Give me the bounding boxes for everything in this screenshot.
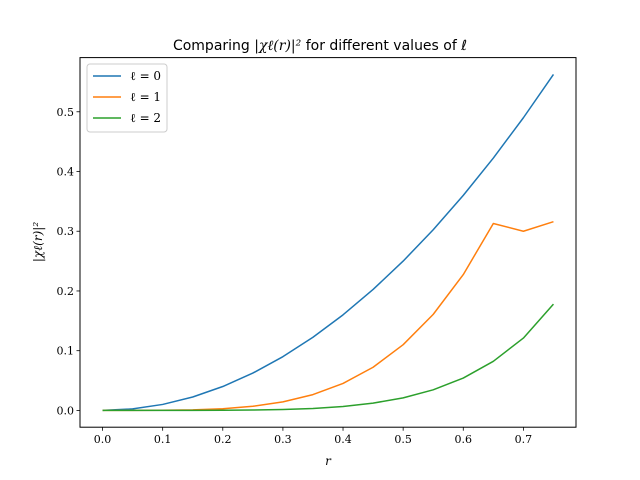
y-tick-label: 0.4 xyxy=(57,166,75,179)
x-axis: 0.0 0.1 0.2 0.3 0.4 0.5 0.6 0.7 xyxy=(94,427,532,446)
x-tick-label: 0.4 xyxy=(334,433,352,446)
chart-title: Comparing |χℓ(r)|² for different values … xyxy=(173,38,467,54)
y-tick-label: 0.0 xyxy=(57,404,75,417)
y-axis: 0.0 0.1 0.2 0.3 0.4 0.5 xyxy=(57,106,80,417)
series-line-2 xyxy=(102,303,555,412)
series-line-1 xyxy=(102,220,554,412)
x-tick-label: 0.5 xyxy=(394,433,412,446)
legend-label-0: ℓ = 0 xyxy=(130,69,161,83)
x-axis-label: r xyxy=(325,454,332,468)
y-tick-label: 0.2 xyxy=(57,285,75,298)
plot-area xyxy=(102,74,555,412)
y-tick-label: 0.5 xyxy=(57,106,75,119)
x-tick-label: 0.0 xyxy=(94,433,112,446)
y-tick-label: 0.1 xyxy=(57,345,75,358)
x-tick-label: 0.2 xyxy=(214,433,232,446)
legend: ℓ = 0 ℓ = 1 ℓ = 2 xyxy=(86,63,168,133)
y-tick-label: 0.3 xyxy=(57,225,75,238)
x-tick-label: 0.6 xyxy=(455,433,473,446)
legend-frame xyxy=(86,63,168,133)
legend-label-1: ℓ = 1 xyxy=(130,90,161,104)
y-axis-label: |χℓ(r)|² xyxy=(31,222,45,262)
x-tick-label: 0.3 xyxy=(274,433,292,446)
legend-label-2: ℓ = 2 xyxy=(130,111,161,125)
x-tick-label: 0.7 xyxy=(515,433,533,446)
series-line-0 xyxy=(102,74,555,412)
axes-frame xyxy=(79,57,577,428)
x-tick-label: 0.1 xyxy=(154,433,172,446)
